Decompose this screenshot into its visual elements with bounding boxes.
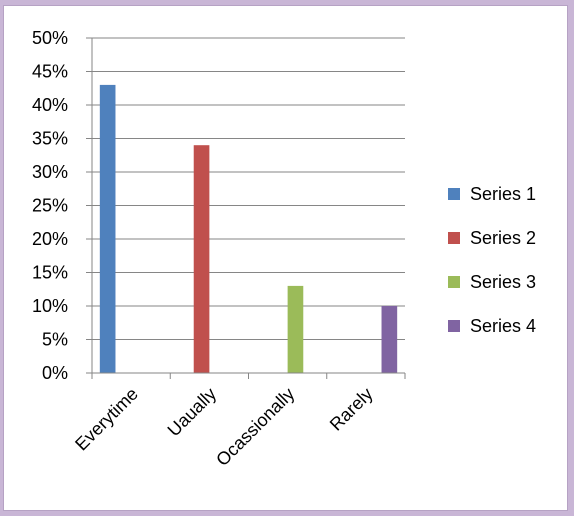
bar (193, 145, 210, 373)
axes (86, 37, 406, 379)
legend-label: Series 4 (470, 316, 536, 336)
y-tick-label: 45% (32, 62, 68, 82)
y-tick-label: 35% (32, 129, 68, 149)
gridlines (92, 37, 405, 340)
y-tick-label: 50% (32, 28, 68, 48)
x-category-label: Ocassionally (212, 384, 298, 470)
y-tick-label: 0% (42, 363, 68, 383)
y-tick-label: 5% (42, 330, 68, 350)
legend-label: Series 3 (470, 272, 536, 292)
y-tick-label: 15% (32, 263, 68, 283)
y-tick-label: 25% (32, 196, 68, 216)
legend-label: Series 1 (470, 184, 536, 204)
chart-frame (3, 5, 568, 511)
y-tick-label: 40% (32, 95, 68, 115)
x-category-label: Everytime (71, 384, 142, 455)
bar (99, 84, 116, 374)
bar (287, 285, 304, 373)
legend-label: Series 2 (470, 228, 536, 248)
bars (99, 84, 398, 374)
y-tick-label: 10% (32, 296, 68, 316)
x-category-label: Uaually (164, 384, 221, 441)
legend: Series 1 Series 2 Series 3 Series 4 (448, 184, 536, 336)
y-tick-label: 30% (32, 162, 68, 182)
x-category-label: Rarely (326, 384, 377, 435)
legend-swatch (448, 188, 460, 200)
bar (381, 306, 398, 373)
y-axis-tick-labels: 0% 5% 10% 15% 20% 25% 30% 35% 40% 45% 50% (32, 28, 68, 383)
legend-swatch (448, 320, 460, 332)
legend-swatch (448, 232, 460, 244)
legend-swatch (448, 276, 460, 288)
y-tick-label: 20% (32, 229, 68, 249)
